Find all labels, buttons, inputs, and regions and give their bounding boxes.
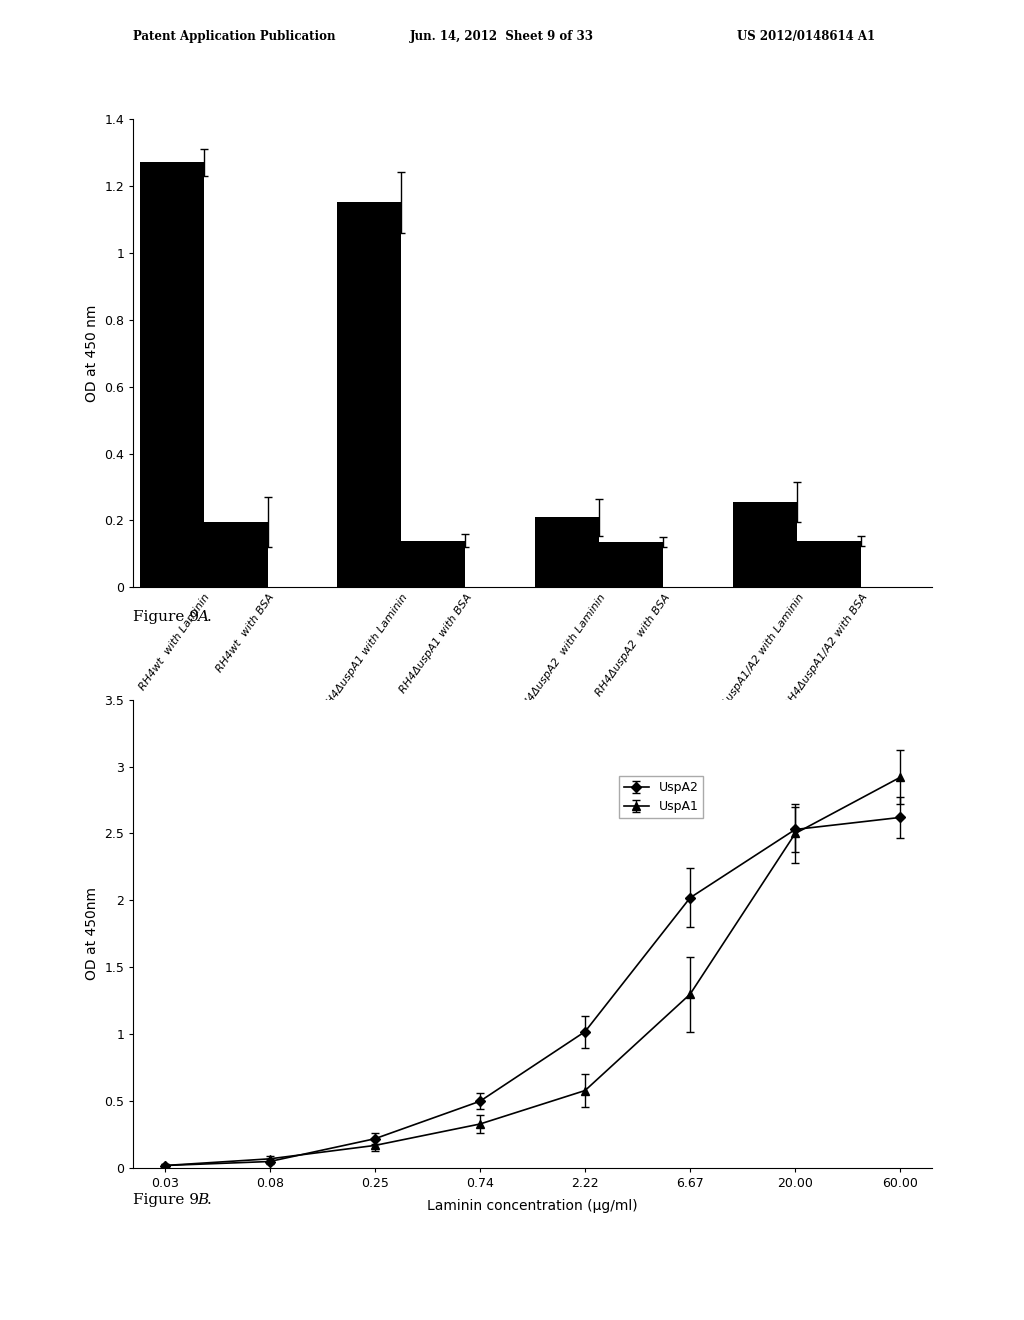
Bar [536,517,599,587]
Bar [798,541,861,587]
Text: .: . [207,610,212,624]
X-axis label: Laminin concentration (µg/ml): Laminin concentration (µg/ml) [427,1199,638,1213]
Bar [599,543,664,587]
Legend: UspA2, UspA1: UspA2, UspA1 [618,776,703,818]
Text: .: . [207,1193,212,1208]
Y-axis label: OD at 450 nm: OD at 450 nm [85,305,98,401]
Text: Figure 9: Figure 9 [133,1193,199,1208]
Text: Jun. 14, 2012  Sheet 9 of 33: Jun. 14, 2012 Sheet 9 of 33 [410,30,594,44]
Bar [401,541,466,587]
Text: A: A [198,610,209,624]
Bar [338,202,401,587]
Text: B: B [198,1193,209,1208]
Text: Patent Application Publication: Patent Application Publication [133,30,336,44]
Bar [733,502,798,587]
Bar [204,523,267,587]
Text: Figure 9: Figure 9 [133,610,199,624]
Text: US 2012/0148614 A1: US 2012/0148614 A1 [737,30,876,44]
Y-axis label: OD at 450nm: OD at 450nm [85,887,98,981]
Bar [139,162,204,587]
